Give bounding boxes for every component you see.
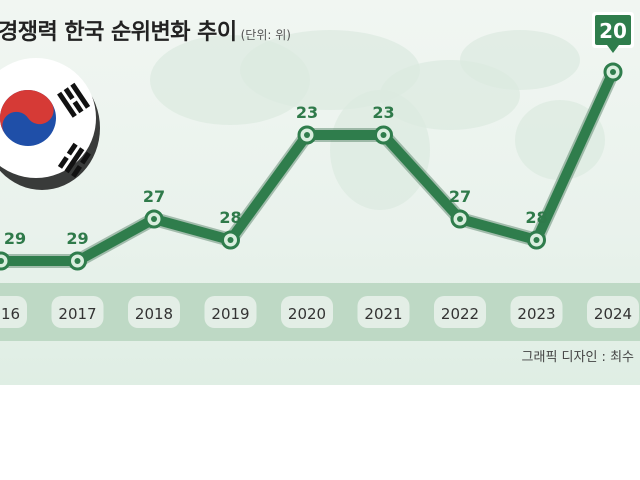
chart-title: 경쟁력 한국 순위변화 추이 xyxy=(0,20,237,45)
x-tick-pill xyxy=(587,296,639,328)
highlight-callout xyxy=(595,15,631,45)
x-tick-label: 2017 xyxy=(58,305,96,323)
chart-header: 경쟁력 한국 순위변화 추이 (단위: 위) xyxy=(0,14,291,46)
x-tick-pill xyxy=(357,296,410,328)
x-tick-label: 2021 xyxy=(364,305,402,323)
x-tick-label: 2023 xyxy=(517,305,555,323)
line-chart: 201620172018201920202021202220232024 292… xyxy=(0,15,640,341)
x-tick-pill xyxy=(128,296,180,328)
data-label: 23 xyxy=(372,103,394,122)
x-tick-label: 2018 xyxy=(135,305,173,323)
graphic-credit: 그래픽 디자인 : 최수 xyxy=(521,350,634,365)
data-label: 28 xyxy=(219,208,241,227)
data-label: 29 xyxy=(66,229,88,248)
chart-unit: (단위: 위) xyxy=(240,28,291,42)
x-tick-pill xyxy=(510,296,563,328)
x-tick-label: 2019 xyxy=(211,305,249,323)
x-tick-pill xyxy=(51,296,104,328)
page-margin xyxy=(0,385,640,480)
chart-panel: 201620172018201920202021202220232024 292… xyxy=(0,0,640,385)
x-tick-pill xyxy=(281,296,333,328)
data-point xyxy=(0,251,11,271)
x-tick-label: 2024 xyxy=(594,305,632,323)
data-label: 20 xyxy=(599,19,627,43)
korea-flag-icon xyxy=(0,58,100,190)
x-tick-label: 2020 xyxy=(288,305,326,323)
data-label: 23 xyxy=(296,103,318,122)
background-world-map xyxy=(150,30,605,210)
x-tick-pill xyxy=(0,296,27,328)
data-label: 27 xyxy=(449,187,471,206)
data-label: 29 xyxy=(4,229,26,248)
x-tick-pill xyxy=(434,296,486,328)
data-label: 28 xyxy=(525,208,547,227)
data-label: 27 xyxy=(143,187,165,206)
x-tick-label: 2016 xyxy=(0,305,20,323)
x-tick-label: 2022 xyxy=(441,305,479,323)
x-tick-pill xyxy=(204,296,257,328)
